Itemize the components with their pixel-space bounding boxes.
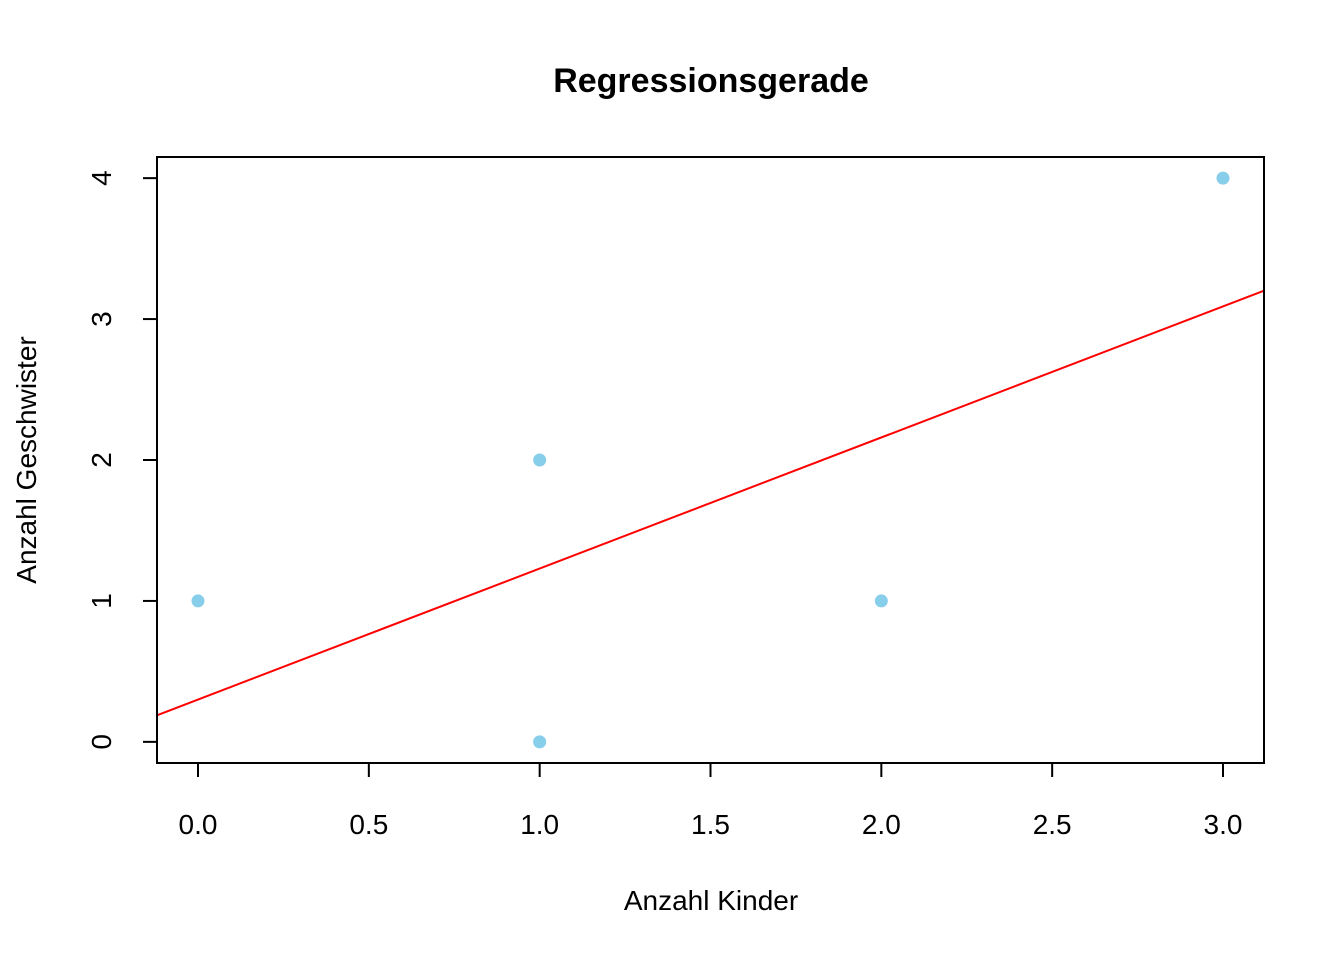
x-tick-label: 2.0: [862, 809, 901, 840]
x-tick-label: 1.0: [520, 809, 559, 840]
data-point: [191, 594, 205, 608]
y-tick-label: 1: [86, 593, 117, 609]
data-point: [1216, 171, 1230, 185]
y-tick-label: 2: [86, 452, 117, 468]
y-tick-label: 0: [86, 734, 117, 750]
plot-frame: [156, 156, 1265, 764]
regression-line-layer: [156, 289, 1265, 717]
y-tick-label: 3: [86, 311, 117, 327]
x-tick-label: 0.0: [179, 809, 218, 840]
data-point: [533, 735, 547, 749]
plot-area: [156, 156, 1265, 764]
x-tick-label: 3.0: [1204, 809, 1243, 840]
data-points: [191, 171, 1230, 749]
y-axis: 0 1 2 3 4: [86, 170, 158, 750]
regression-line: [156, 289, 1265, 717]
data-point: [533, 453, 547, 467]
data-point: [874, 594, 888, 608]
x-tick-label: 0.5: [349, 809, 388, 840]
x-axis-label: Anzahl Kinder: [624, 885, 798, 916]
x-tick-label: 1.5: [691, 809, 730, 840]
chart-title: Regressionsgerade: [553, 62, 869, 100]
y-tick-label: 4: [86, 170, 117, 186]
x-axis: 0.0 0.5 1.0 1.5 2.0 2.5 3.0: [179, 762, 1243, 840]
x-tick-label: 2.5: [1033, 809, 1072, 840]
y-axis-label: Anzahl Geschwister: [11, 336, 42, 583]
